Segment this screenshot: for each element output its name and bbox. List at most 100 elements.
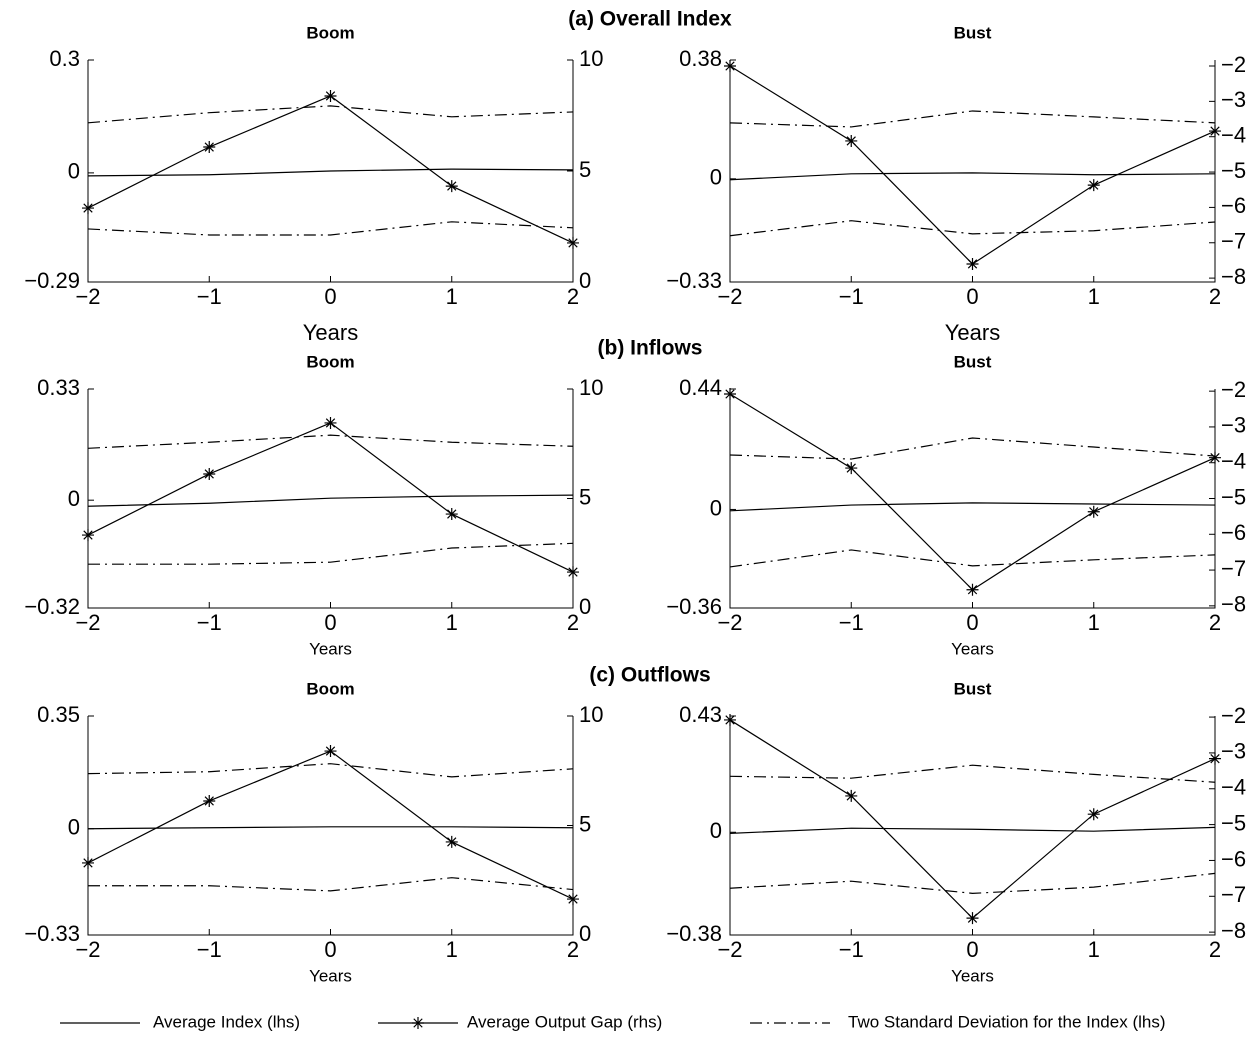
- star-marker: [1087, 505, 1100, 518]
- x-tick-label: 0: [324, 284, 336, 309]
- x-tick-label: 2: [567, 284, 579, 309]
- y-tick-label: 0.33: [37, 375, 80, 400]
- y2-tick-label: 5: [579, 811, 591, 836]
- star-marker: [203, 467, 216, 480]
- y2-tick-label: 5: [579, 157, 591, 182]
- x-tick-label: 0: [966, 284, 978, 309]
- legend-label: Average Output Gap (rhs): [467, 1012, 662, 1031]
- star-marker: [845, 789, 858, 802]
- y-tick-label: 0: [710, 818, 722, 843]
- y2-tick-label: 10: [579, 375, 603, 400]
- x-tick-label: 0: [966, 937, 978, 962]
- series-line: [729, 172, 1216, 181]
- group-title: (b) Inflows: [598, 337, 703, 360]
- series-line: [87, 105, 574, 124]
- y-tick-label: 0.35: [37, 702, 80, 727]
- x-axis-label: Years: [303, 320, 358, 345]
- star-marker: [82, 856, 94, 869]
- star-marker: [845, 462, 858, 475]
- star-marker: [724, 713, 736, 726]
- legend-star: [412, 1017, 424, 1029]
- panel-title: Boom: [306, 352, 354, 371]
- x-axis-label: Years: [951, 639, 994, 658]
- x-tick-label: −1: [197, 610, 222, 635]
- x-tick-label: 2: [567, 937, 579, 962]
- series-line: [729, 437, 1216, 460]
- x-tick-label: −1: [197, 937, 222, 962]
- series-line: [87, 494, 574, 507]
- star-marker: [1209, 125, 1221, 138]
- star-marker: [445, 508, 458, 521]
- y-tick-label: 0: [710, 165, 722, 190]
- x-tick-label: 2: [1209, 937, 1221, 962]
- y-tick-label: −0.33: [666, 268, 722, 293]
- series-line: [729, 393, 1216, 591]
- series-line: [87, 422, 574, 573]
- y-tick-label: 0.43: [679, 702, 722, 727]
- y2-tick-label: −8: [1221, 592, 1246, 617]
- star-marker: [82, 529, 94, 542]
- y2-tick-label: −3: [1221, 739, 1246, 764]
- y2-tick-label: −6: [1221, 846, 1246, 871]
- x-tick-label: 1: [446, 610, 458, 635]
- x-tick-label: 1: [1088, 610, 1100, 635]
- y2-tick-label: −4: [1221, 775, 1246, 800]
- legend-label: Average Index (lhs): [153, 1012, 300, 1031]
- y-tick-label: −0.38: [666, 921, 722, 946]
- series-line: [88, 542, 574, 565]
- series-line: [87, 221, 574, 236]
- series-line: [87, 826, 574, 830]
- panel-title: Bust: [954, 679, 992, 698]
- y2-tick-label: 0: [579, 921, 591, 946]
- series-line: [87, 763, 574, 778]
- star-marker: [966, 912, 979, 925]
- star-marker: [966, 583, 979, 596]
- y2-tick-label: −4: [1221, 123, 1246, 148]
- y-tick-label: 0: [710, 495, 722, 520]
- star-marker: [845, 134, 858, 147]
- x-tick-label: 0: [324, 937, 336, 962]
- series-line: [729, 872, 1216, 894]
- x-tick-label: 0: [966, 610, 978, 635]
- panel-title: Bust: [954, 352, 992, 371]
- y2-tick-label: −3: [1221, 413, 1246, 438]
- star-marker: [203, 141, 216, 154]
- y2-tick-label: −2: [1221, 52, 1246, 77]
- star-marker: [1087, 179, 1100, 192]
- series-line: [87, 168, 574, 177]
- x-tick-label: 2: [567, 610, 579, 635]
- series-line: [88, 877, 574, 892]
- y2-tick-label: 10: [579, 46, 603, 71]
- y-tick-label: 0: [68, 815, 80, 840]
- series-line: [729, 719, 1216, 919]
- y-tick-label: −0.32: [24, 594, 80, 619]
- y-tick-label: −0.33: [24, 921, 80, 946]
- y2-tick-label: −5: [1221, 158, 1246, 183]
- y2-tick-label: 0: [579, 268, 591, 293]
- x-tick-label: −2: [717, 284, 742, 309]
- series-line: [729, 826, 1216, 834]
- star-marker: [567, 236, 579, 249]
- y2-tick-label: −2: [1221, 377, 1246, 402]
- x-tick-label: −2: [75, 937, 100, 962]
- y2-tick-label: 10: [579, 702, 603, 727]
- series-line: [729, 110, 1216, 128]
- x-tick-label: 0: [324, 610, 336, 635]
- y2-tick-label: −3: [1221, 87, 1246, 112]
- axes-box: [729, 716, 1216, 936]
- star-marker: [724, 388, 736, 401]
- y2-tick-label: −4: [1221, 449, 1246, 474]
- star-marker: [82, 202, 94, 215]
- y2-tick-label: −5: [1221, 484, 1246, 509]
- y2-tick-label: −6: [1221, 520, 1246, 545]
- star-marker: [1209, 752, 1221, 765]
- star-marker: [445, 180, 458, 193]
- x-tick-label: 1: [1088, 937, 1100, 962]
- axes-box: [729, 389, 1216, 609]
- panel-title: Boom: [306, 23, 354, 42]
- x-tick-label: 1: [446, 937, 458, 962]
- star-marker: [1209, 451, 1221, 464]
- series-line: [87, 434, 574, 449]
- x-tick-label: −2: [717, 937, 742, 962]
